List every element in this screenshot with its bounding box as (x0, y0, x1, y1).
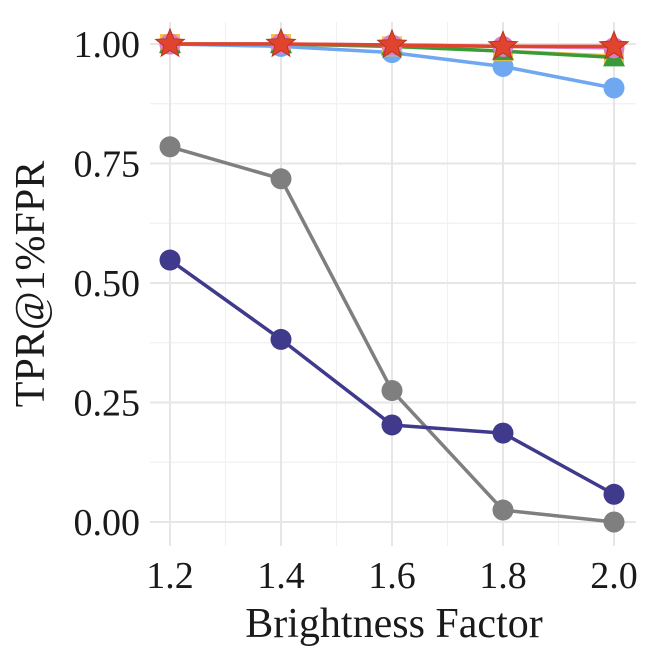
series-1 (159, 136, 625, 533)
y-tick-label: 0.25 (74, 383, 141, 425)
x-axis-ticks: 1.2 1.4 1.6 1.8 2.0 (146, 555, 638, 597)
y-tick-label: 0.75 (74, 144, 141, 186)
data-point (381, 380, 403, 402)
y-tick-label: 0.50 (74, 263, 141, 305)
y-axis-title: TPR@1%FPR (8, 161, 54, 407)
data-point (603, 77, 625, 99)
data-point (492, 499, 514, 521)
data-point (154, 27, 186, 58)
data-point (265, 27, 297, 58)
x-tick-label: 1.6 (368, 555, 416, 597)
data-point (603, 483, 625, 505)
y-axis-ticks: 0.00 0.25 0.50 0.75 1.00 (74, 24, 141, 544)
data-point (270, 168, 292, 190)
series-layer (154, 27, 630, 533)
y-tick-label: 1.00 (74, 24, 141, 66)
data-point (381, 414, 403, 436)
x-tick-label: 2.0 (590, 555, 638, 597)
y-tick-label: 0.00 (74, 502, 141, 544)
data-point (270, 328, 292, 350)
data-point (159, 136, 181, 158)
data-point (492, 55, 514, 77)
series-2 (159, 249, 625, 505)
x-tick-label: 1.2 (146, 555, 194, 597)
data-point (598, 30, 630, 60)
series-7 (154, 27, 630, 60)
data-point (376, 28, 408, 59)
x-axis-title: Brightness Factor (245, 601, 542, 647)
data-point (487, 30, 519, 60)
x-tick-label: 1.4 (257, 555, 305, 597)
data-point (603, 511, 625, 533)
data-point (159, 249, 181, 271)
x-tick-label: 1.8 (479, 555, 527, 597)
data-point (492, 422, 514, 444)
